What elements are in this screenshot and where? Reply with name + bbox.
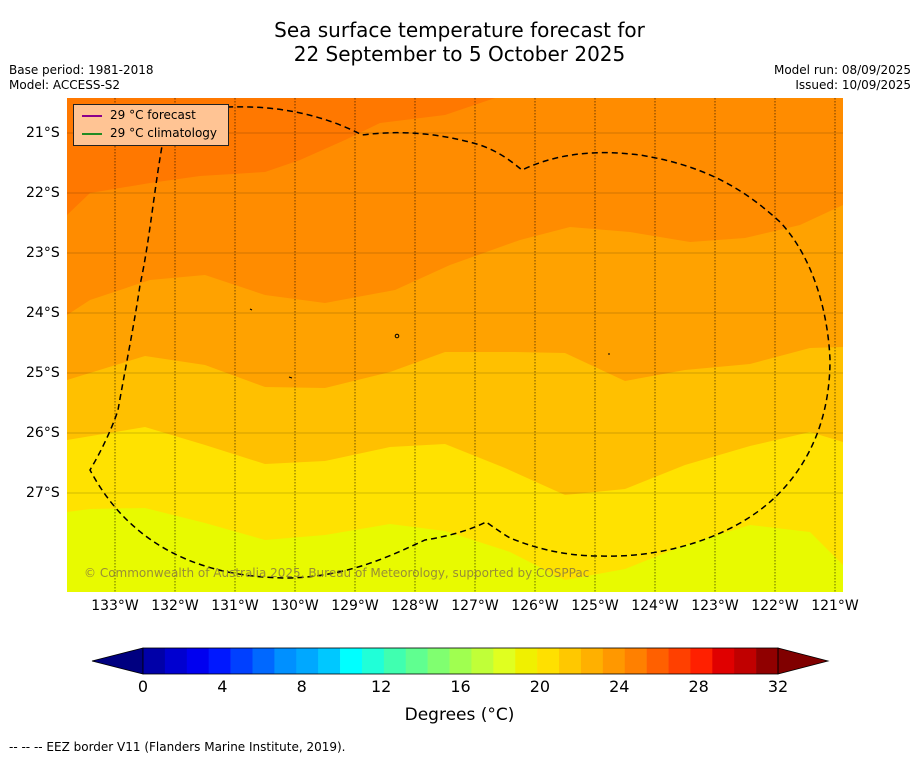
title-line-1: Sea surface temperature forecast for — [274, 18, 645, 42]
lon-label: 122°W — [751, 598, 799, 614]
colorbar-min-arrow — [91, 647, 144, 675]
lon-label: 125°W — [571, 598, 619, 614]
lon-label: 133°W — [91, 598, 139, 614]
base-period: Base period: 1981-2018 — [9, 63, 154, 77]
lon-label: 130°W — [271, 598, 319, 614]
meta-left: Base period: 1981-2018 Model: ACCESS-S2 — [9, 63, 154, 93]
title-line-2: 22 September to 5 October 2025 — [293, 42, 626, 66]
legend-forecast: 29 °C forecast — [82, 107, 196, 123]
lat-label: 24°S — [26, 305, 60, 321]
colorbar-box — [537, 648, 560, 674]
eez-footnote: -- -- -- EEZ border V11 (Flanders Marine… — [9, 740, 346, 754]
colorbar-box — [274, 648, 297, 674]
lon-label: 123°W — [691, 598, 739, 614]
lon-label: 128°W — [391, 598, 439, 614]
colorbar-box — [646, 648, 669, 674]
colorbar-box — [383, 648, 407, 674]
map-title: Sea surface temperature forecast for 22 … — [0, 18, 919, 66]
colorbar-box — [252, 648, 275, 674]
colorbar-box — [340, 648, 363, 674]
colorbar-tick: 4 — [217, 677, 228, 696]
colorbar-box — [559, 648, 582, 674]
model-name: Model: ACCESS-S2 — [9, 78, 121, 92]
lon-label: 127°W — [451, 598, 499, 614]
colorbar-box — [405, 648, 428, 674]
colorbar-tick: 0 — [137, 677, 149, 696]
lon-label: 132°W — [151, 598, 199, 614]
legend-forecast-label: 29 °C forecast — [110, 108, 196, 122]
colorbar-tick: 24 — [609, 677, 630, 696]
colorbar-box — [143, 648, 166, 674]
colorbar-box — [208, 648, 231, 674]
colorbar-box — [230, 648, 253, 674]
colorbar-box — [186, 648, 209, 674]
colorbar-box — [493, 648, 516, 674]
colorbar-box — [734, 648, 757, 674]
colorbar-tick: 32 — [767, 677, 789, 696]
band-22-23 — [67, 508, 843, 592]
lat-label: 21°S — [26, 125, 60, 141]
colorbar-unit-label: Degrees (°C) — [404, 705, 515, 725]
colorbar-box — [624, 648, 647, 674]
latitude-lines — [67, 132, 843, 494]
colorbar-box — [690, 648, 713, 674]
lon-label: 129°W — [331, 598, 379, 614]
lat-label: 27°S — [26, 485, 60, 501]
lon-label: 131°W — [211, 598, 259, 614]
colorbar — [91, 647, 830, 675]
colorbar-box — [756, 648, 779, 674]
colorbar-box — [668, 648, 691, 674]
lon-label: 121°W — [811, 598, 859, 614]
legend-forecast-swatch — [82, 114, 102, 117]
issued-date: Issued: 10/09/2025 — [795, 78, 911, 92]
legend: 29 °C forecast 29 °C climatology — [73, 104, 229, 146]
eez-border — [89, 106, 831, 579]
colorbar-box — [580, 648, 604, 674]
graticule — [114, 98, 836, 592]
legend-climatology: 29 °C climatology — [82, 125, 217, 141]
colorbar-tick: 28 — [688, 677, 709, 696]
colorbar-box — [602, 648, 626, 674]
colorbar-frame — [142, 647, 779, 675]
colorbar-box — [296, 648, 319, 674]
sst-filled-contours — [67, 98, 843, 592]
colorbar-box — [427, 648, 450, 674]
colorbar-box — [318, 648, 341, 674]
meta-right: Model run: 08/09/2025 Issued: 10/09/2025 — [774, 63, 911, 93]
colorbar-box — [164, 648, 188, 674]
colorbar-tick: 20 — [529, 677, 551, 696]
colorbar-box — [471, 648, 494, 674]
lon-label: 124°W — [631, 598, 679, 614]
lat-label: 22°S — [26, 185, 60, 201]
model-run: Model run: 08/09/2025 — [773, 63, 911, 77]
lon-label: 126°W — [511, 598, 559, 614]
lat-label: 23°S — [26, 245, 60, 261]
copyright-notice: © Commonwealth of Australia 2025, Bureau… — [84, 566, 590, 580]
lat-label: 26°S — [26, 425, 60, 441]
colorbar-box — [449, 648, 472, 674]
colorbar-max-arrow — [777, 647, 830, 675]
legend-climatology-label: 29 °C climatology — [110, 126, 218, 140]
colorbar-tick: 8 — [296, 677, 307, 696]
coastline-specks — [249, 308, 610, 379]
colorbar-box — [515, 648, 538, 674]
colorbar-box — [361, 648, 385, 674]
colorbar-tick: 16 — [450, 677, 471, 696]
lat-label: 25°S — [26, 365, 60, 381]
legend-climatology-swatch — [82, 132, 102, 135]
colorbar-tick: 12 — [370, 677, 392, 696]
colorbar-box — [712, 648, 735, 674]
